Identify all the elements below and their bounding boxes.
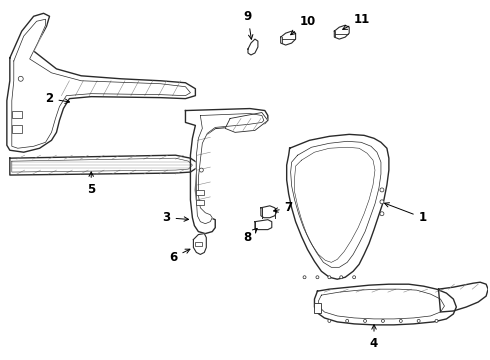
Circle shape [328,276,331,279]
Circle shape [364,319,367,323]
Text: 3: 3 [163,211,189,224]
Polygon shape [7,13,196,152]
Bar [12,125,22,133]
Polygon shape [291,141,381,267]
Text: 6: 6 [169,249,190,264]
Circle shape [399,319,402,323]
Polygon shape [334,25,349,39]
Polygon shape [318,289,444,319]
Bar [196,242,202,247]
Polygon shape [12,158,193,172]
Circle shape [380,200,384,204]
Polygon shape [12,19,191,148]
Polygon shape [315,284,456,325]
Circle shape [353,276,356,279]
Polygon shape [281,31,295,45]
Polygon shape [261,206,277,218]
Circle shape [303,276,306,279]
Circle shape [340,276,343,279]
Polygon shape [10,155,196,175]
Polygon shape [194,234,206,255]
Circle shape [199,168,203,172]
Circle shape [381,319,385,323]
Bar [315,303,321,313]
Text: 7: 7 [273,201,293,214]
Circle shape [380,212,384,216]
Bar [196,200,204,205]
Polygon shape [294,147,375,262]
Polygon shape [255,220,272,230]
Polygon shape [248,39,258,55]
Text: 1: 1 [385,203,427,224]
Text: 4: 4 [370,325,378,350]
Bar [12,111,22,118]
Polygon shape [439,282,488,312]
Text: 11: 11 [343,13,370,30]
Circle shape [417,319,420,323]
Bar [196,190,204,195]
Polygon shape [225,113,268,132]
Polygon shape [185,109,268,234]
Circle shape [328,319,331,323]
Circle shape [435,319,438,323]
Text: 5: 5 [87,172,96,196]
Text: 10: 10 [291,15,316,35]
Polygon shape [287,134,389,279]
Circle shape [380,188,384,192]
Circle shape [346,319,349,323]
Text: 8: 8 [244,228,257,244]
Text: 2: 2 [46,92,70,105]
Circle shape [18,76,23,81]
Circle shape [316,276,319,279]
Text: 9: 9 [244,10,253,39]
Polygon shape [196,113,264,224]
